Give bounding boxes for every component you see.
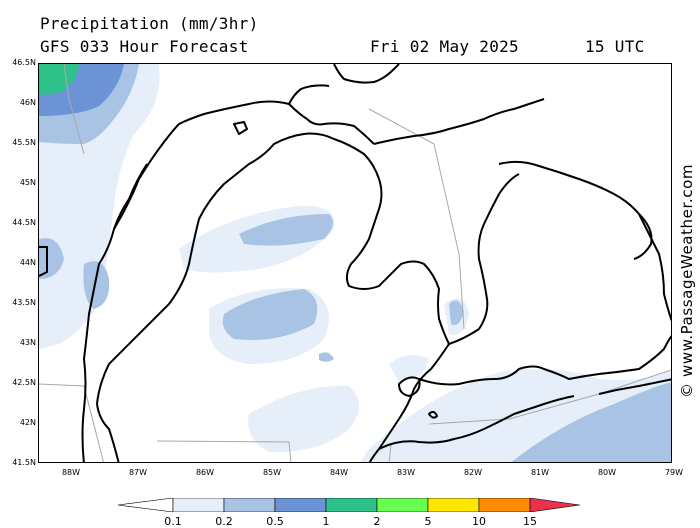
- lat-label: 44N: [19, 258, 36, 267]
- legend-tick: 0.1: [164, 515, 182, 528]
- legend-swatch-1: [172, 497, 225, 513]
- lon-label: 80W: [597, 468, 617, 477]
- passageweather-watermark: © www.PassageWeather.com: [678, 163, 696, 398]
- lat-label: 43N: [19, 338, 36, 347]
- legend-swatch-6: [427, 497, 480, 513]
- lat-label: 41.5N: [12, 458, 36, 467]
- legend-swatch-7: [478, 497, 531, 513]
- legend-tick: 0.2: [215, 515, 233, 528]
- legend-tick: 2: [373, 515, 381, 528]
- forecast-time: 15 UTC: [585, 37, 645, 56]
- lat-label: 45N: [19, 178, 36, 187]
- legend-swatch-8: [529, 497, 581, 513]
- forecast-hour: GFS 033 Hour Forecast: [40, 37, 249, 56]
- lat-label: 43.5N: [12, 298, 36, 307]
- lat-label: 44.5N: [12, 218, 36, 227]
- lon-label: 79W: [664, 468, 684, 477]
- chart-title: Precipitation (mm/3hr): [40, 14, 259, 33]
- lat-label: 46.5N: [12, 58, 36, 67]
- lon-label: 88W: [61, 468, 81, 477]
- legend-tick: 0.5: [266, 515, 284, 528]
- lon-label: 83W: [396, 468, 416, 477]
- coastlines: [39, 64, 671, 462]
- lat-label: 42N: [19, 418, 36, 427]
- lat-label: 42.5N: [12, 378, 36, 387]
- lon-label: 85W: [262, 468, 282, 477]
- legend-swatch-4: [325, 497, 378, 513]
- legend-swatch-5: [376, 497, 429, 513]
- legend-swatch-0: [117, 497, 174, 513]
- lat-label: 46N: [19, 98, 36, 107]
- legend-tick: 1: [322, 515, 330, 528]
- legend-tick: 15: [523, 515, 537, 528]
- legend-tick: 10: [472, 515, 486, 528]
- lat-label: 45.5N: [12, 138, 36, 147]
- precipitation-map: [38, 63, 672, 463]
- legend-swatch-2: [223, 497, 276, 513]
- forecast-date: Fri 02 May 2025: [370, 37, 519, 56]
- lon-label: 82W: [463, 468, 483, 477]
- political-borders: [39, 64, 671, 462]
- lon-label: 86W: [195, 468, 215, 477]
- color-legend: [117, 497, 588, 516]
- lon-label: 87W: [128, 468, 148, 477]
- legend-tick: 5: [424, 515, 432, 528]
- precip-heavy-areas: [39, 64, 79, 95]
- legend-swatch-3: [274, 497, 327, 513]
- lon-label: 81W: [530, 468, 550, 477]
- lon-label: 84W: [329, 468, 349, 477]
- precip-very-light-areas: [39, 64, 671, 462]
